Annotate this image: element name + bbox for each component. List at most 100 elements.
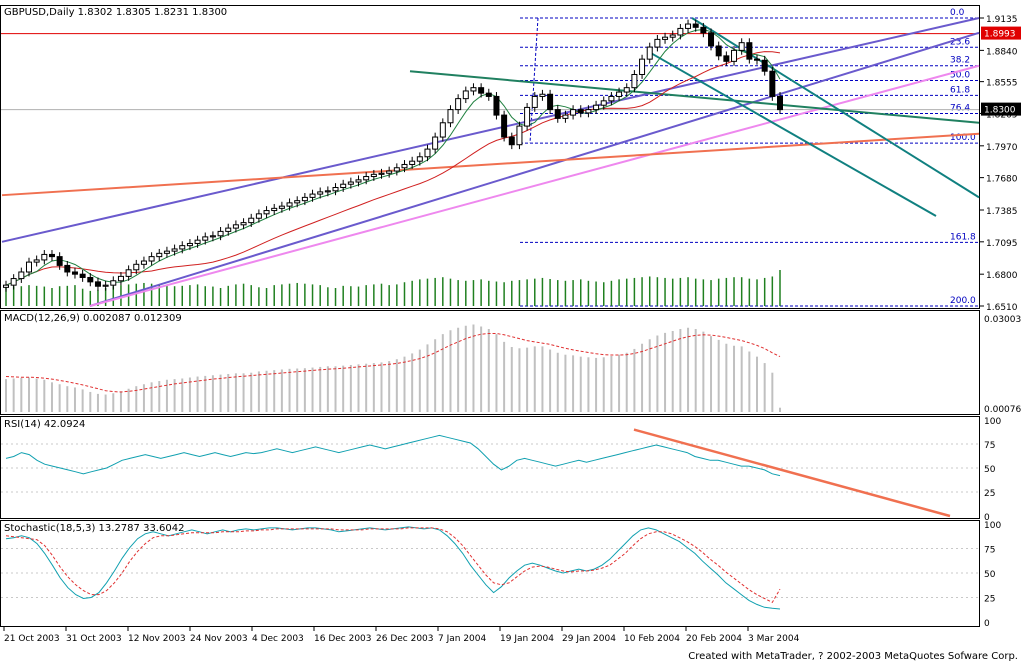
candle-body (10, 278, 17, 286)
candle-body (761, 59, 768, 72)
candle-body (769, 70, 776, 97)
candle-body (278, 205, 285, 209)
candle-body (401, 163, 408, 169)
stochastic-title: Stochastic(18,5,3) 13.2787 33.6042 (4, 523, 184, 534)
stochastic-tick-label: 75 (984, 546, 995, 556)
price-label-text: 1.8993 (984, 30, 1016, 40)
stochastic-k-line (5, 526, 781, 610)
price-tick-label: 1.8555 (986, 79, 1018, 89)
candle-body (64, 264, 71, 273)
candle-body (639, 58, 646, 76)
candle-body (309, 193, 316, 198)
green-trendline (409, 70, 980, 124)
candle-body (140, 260, 147, 265)
candle-body (386, 170, 393, 174)
candle-body (94, 281, 101, 287)
candle-body (324, 190, 331, 193)
channel-lower-line (89, 31, 980, 307)
candle-body (685, 23, 692, 29)
candle-body (708, 32, 715, 47)
candle-body (424, 148, 431, 158)
candle-body (524, 106, 531, 127)
rsi-tick-label: 50 (984, 465, 996, 475)
channel-upper-line (1, 17, 980, 243)
candle-body (133, 263, 140, 271)
fibo-level-label: 0.0 (950, 8, 965, 18)
candle-body (608, 95, 615, 102)
candle-body (79, 273, 86, 278)
candle-body (378, 172, 385, 175)
price-tick-label: 1.8840 (986, 47, 1018, 57)
candle-body (393, 167, 400, 172)
candle-body (56, 256, 63, 266)
candle-body (462, 90, 469, 100)
candle-body (439, 122, 446, 138)
candle-body (248, 217, 255, 224)
fibo-level-label: 23.6 (950, 37, 970, 47)
stochastic-panel-frame (0, 520, 980, 627)
main-chart-title: GBPUSD,Daily 1.8302 1.8305 1.8231 1.8300 (4, 7, 227, 18)
candle-body (447, 109, 454, 124)
candle-body (554, 109, 561, 119)
footer-credit: Created with MetaTrader, ? 2002-2003 Met… (688, 651, 1018, 662)
candle-body (363, 176, 370, 181)
fibo-level-label: 100.0 (950, 133, 976, 143)
candle-body (531, 95, 538, 108)
candle-body (48, 253, 55, 258)
candle-body (102, 284, 109, 287)
x-axis: 21 Oct 2003 31 Oct 2003 12 Nov 2003 24 Nov … (3, 627, 800, 644)
price-label-box (981, 26, 1021, 40)
candle-body (731, 49, 738, 62)
candle-body (271, 207, 278, 212)
x-tick-label: 10 Feb 2004 (624, 634, 680, 644)
stochastic-tick-label: 50 (984, 570, 996, 580)
x-tick-label: 21 Oct 2003 (4, 634, 60, 644)
x-tick-label: 26 Dec 2003 (376, 634, 434, 644)
macd-title: MACD(12,26,9) 0.002087 0.012309 (4, 313, 182, 324)
candle-body (577, 109, 584, 114)
rsi-title: RSI(14) 42.0924 (4, 419, 85, 430)
price-tick-label: 1.7680 (986, 175, 1018, 185)
candle-body (700, 26, 707, 34)
candle-body (485, 92, 492, 97)
candle-body (263, 210, 270, 215)
candle-body (654, 38, 661, 48)
candle-body (71, 271, 78, 275)
x-tick-label: 31 Oct 2003 (66, 634, 122, 644)
price-label-text: 1.8300 (984, 106, 1016, 116)
fibo-level-label: 50.0 (950, 71, 970, 81)
candle-body (723, 55, 730, 62)
candle-body (585, 109, 592, 114)
rsi-tick-label: 25 (984, 489, 995, 499)
macd-tick-label: 0.03003 (984, 315, 1021, 325)
candle-body (194, 239, 201, 244)
price-tick-label: 1.7970 (986, 143, 1018, 153)
rsi-panel-frame (0, 416, 980, 519)
fibo-level-label: 161.8 (950, 232, 976, 242)
candle-body (600, 100, 607, 106)
candle-body (669, 34, 676, 38)
candle-body (501, 114, 508, 138)
x-tick-label: 12 Nov 2003 (128, 634, 186, 644)
stochastic-d-line (5, 527, 781, 604)
stochastic-panel: 100 75 50 25 0 (1, 521, 1001, 629)
candle-body (171, 248, 178, 252)
orange-trendline (1, 132, 980, 197)
candle-body (347, 181, 354, 185)
price-tick-label: 1.9135 (986, 15, 1018, 25)
candle-body (646, 46, 653, 60)
candle-body (18, 271, 25, 280)
rsi-tick-label: 75 (984, 441, 995, 451)
candle-body (754, 58, 761, 61)
candle-body (156, 252, 163, 258)
candle-body (286, 202, 293, 207)
candle-body (232, 224, 239, 229)
candle-body (478, 87, 485, 94)
teal-channel-lower (649, 51, 937, 217)
x-tick-label: 29 Jan 2004 (562, 634, 616, 644)
panel-frames (0, 5, 980, 627)
candle-body (455, 98, 462, 111)
fibo-trendline (529, 17, 539, 144)
stochastic-tick-label: 0 (984, 619, 990, 629)
